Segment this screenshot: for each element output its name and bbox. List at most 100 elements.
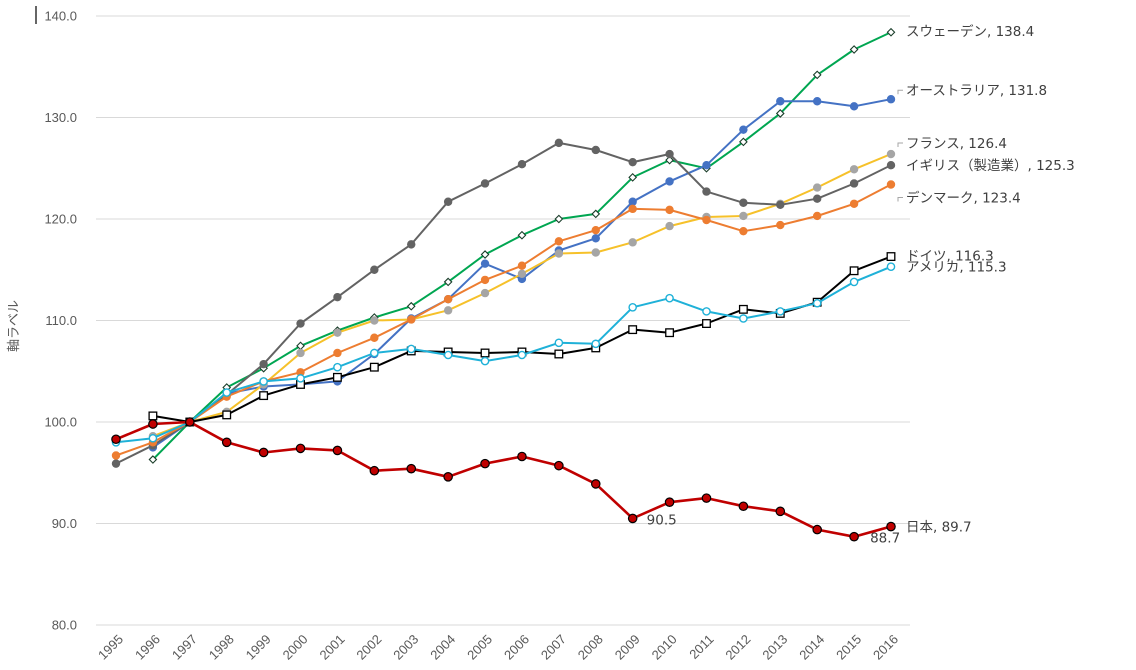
x-tick-label: 2010 (649, 632, 680, 663)
data-point (849, 531, 859, 542)
data-point (591, 339, 601, 349)
data-point (849, 102, 859, 111)
x-tick-label: 2001 (316, 632, 347, 663)
data-point (406, 344, 416, 354)
series-end-label: イギリス（製造業）, 125.3 (906, 158, 1075, 174)
y-tick-label: 80.0 (52, 618, 77, 633)
data-point (407, 240, 416, 249)
data-point (332, 445, 343, 456)
data-point (886, 95, 896, 104)
data-point (554, 338, 564, 348)
data-point (554, 460, 564, 471)
data-point (480, 356, 490, 366)
data-point (259, 359, 268, 369)
data-point (665, 149, 674, 159)
data-point (775, 307, 785, 316)
data-point (517, 350, 527, 360)
data-point (812, 524, 822, 535)
series-end-label: デンマーク, 123.4 (906, 189, 1021, 206)
data-point (111, 434, 121, 445)
data-point (333, 292, 342, 302)
x-tick-label: 2011 (686, 632, 716, 662)
data-point (776, 97, 785, 106)
data-point (406, 463, 417, 474)
data-point (111, 451, 121, 460)
data-point (517, 159, 527, 169)
x-tick-label: 2004 (427, 632, 458, 663)
data-point (702, 161, 711, 170)
series-line (115, 141, 892, 465)
y-axis-tick-labels: 80.0 90.0 100.0 110.0 120.0 130.0 140.0 (44, 9, 77, 633)
x-tick-label: 2009 (612, 632, 643, 663)
x-tick-label: 2006 (501, 632, 532, 663)
data-point (443, 306, 453, 315)
data-point (296, 348, 305, 358)
data-point (370, 265, 379, 274)
y-tick-label: 130.0 (44, 110, 77, 125)
x-tick-label: 1995 (95, 632, 126, 663)
data-point (812, 211, 822, 221)
data-point (369, 465, 380, 476)
series-日本 (111, 417, 896, 542)
leader-line (897, 196, 903, 202)
data-point (849, 266, 859, 276)
data-point (258, 447, 269, 458)
data-point (554, 249, 564, 258)
x-tick-label: 2005 (464, 632, 495, 663)
data-point (702, 187, 711, 196)
data-point (591, 234, 600, 243)
series-end-labels: スウェーデン, 138.4 オーストラリア, 131.8 フランス, 126.4 イギ… (647, 23, 1075, 546)
data-point (480, 179, 490, 188)
series-line (115, 265, 892, 444)
data-point (849, 179, 859, 188)
x-tick-label: 2007 (538, 632, 569, 663)
data-point (259, 391, 269, 401)
data-point (296, 374, 305, 383)
data-point (812, 194, 822, 203)
data-point (222, 410, 232, 420)
data-point (886, 252, 896, 262)
data-point (739, 314, 748, 323)
data-point (295, 443, 306, 454)
data-point (443, 197, 453, 206)
data-point (702, 319, 711, 328)
data-point (849, 165, 859, 174)
data-point (370, 333, 379, 342)
data-point (664, 497, 675, 507)
data-point (296, 319, 305, 328)
data-point (849, 199, 859, 208)
data-point (628, 238, 637, 247)
data-point (886, 262, 896, 272)
x-tick-label: 1999 (243, 632, 274, 663)
data-point (148, 419, 158, 429)
data-point (702, 307, 711, 316)
data-point (517, 451, 527, 462)
data-point (591, 248, 600, 257)
data-point (812, 298, 822, 308)
data-point (148, 411, 158, 421)
data-point (591, 145, 600, 155)
data-point (628, 204, 637, 214)
data-point (333, 362, 342, 372)
series-end-label: 日本, 89.7 (906, 520, 972, 536)
data-point (776, 200, 785, 209)
data-point (628, 197, 637, 206)
data-point (812, 183, 822, 192)
data-point (590, 479, 601, 489)
data-point (443, 350, 453, 360)
data-point (185, 417, 195, 427)
x-tick-label: 2015 (833, 632, 864, 663)
data-point (480, 348, 490, 358)
data-point (812, 97, 822, 106)
data-point (111, 459, 121, 468)
series-lines (111, 27, 896, 542)
data-point (886, 180, 896, 189)
data-point (886, 27, 896, 37)
data-point (554, 237, 564, 246)
x-tick-label: 1997 (169, 632, 200, 663)
data-point (775, 506, 786, 517)
data-point (370, 348, 379, 358)
data-point (886, 521, 896, 532)
series-end-label: アメリカ, 115.3 (906, 260, 1007, 276)
data-point (665, 293, 674, 303)
